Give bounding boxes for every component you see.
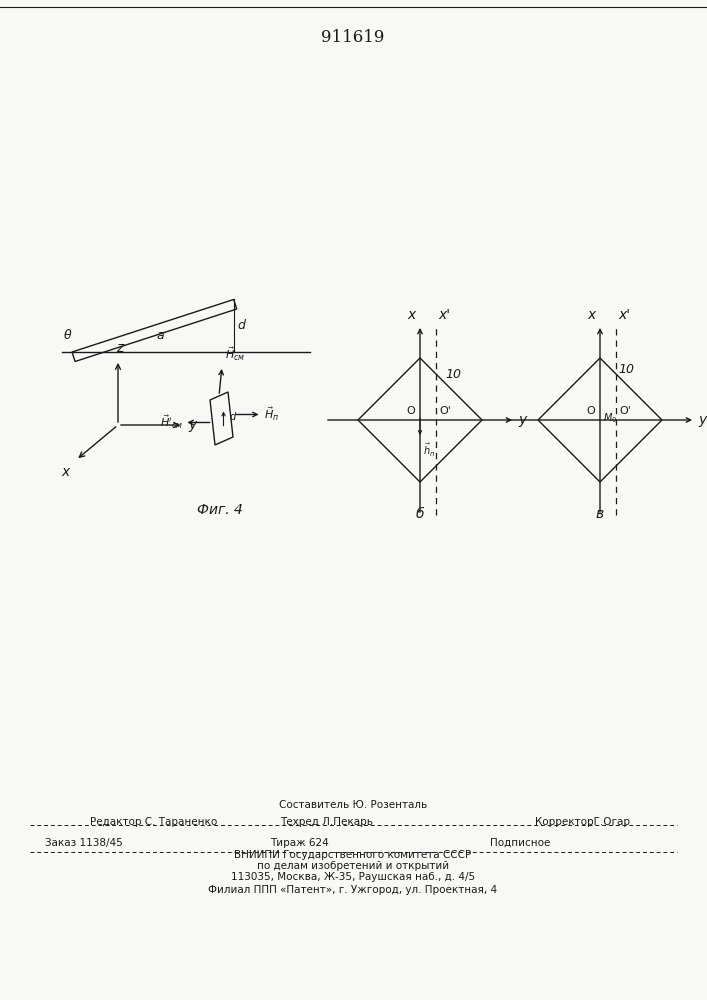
Text: 10: 10	[618, 363, 634, 376]
Text: x': x'	[618, 308, 630, 322]
Text: a: a	[156, 329, 164, 342]
Text: $\vec{H}'_{cм}$: $\vec{H}'_{cм}$	[160, 414, 182, 431]
Text: z: z	[117, 341, 124, 355]
Text: O: O	[407, 406, 415, 416]
Text: d: d	[238, 319, 245, 332]
Text: Редактор С. Тараненко: Редактор С. Тараненко	[90, 817, 217, 827]
Text: Фиг. 4: Фиг. 4	[197, 503, 243, 517]
Text: O': O'	[439, 406, 451, 416]
Text: Заказ 1138/45: Заказ 1138/45	[45, 838, 123, 848]
Text: $\vec{h}_п$: $\vec{h}_п$	[423, 442, 436, 459]
Text: ВНИИПИ Государственного комитета СССР: ВНИИПИ Государственного комитета СССР	[235, 850, 472, 860]
Text: КорректорГ.Огар: КорректорГ.Огар	[535, 817, 630, 827]
Text: x: x	[62, 465, 70, 479]
Text: d: d	[230, 412, 235, 422]
Text: x': x'	[438, 308, 450, 322]
Text: Техред Л.Пекарь: Техред Л.Пекарь	[280, 817, 373, 827]
Text: θ: θ	[64, 329, 71, 342]
Text: 10: 10	[445, 368, 461, 381]
Text: 113035, Москва, Ж-35, Раушская наб., д. 4/5: 113035, Москва, Ж-35, Раушская наб., д. …	[231, 872, 475, 882]
Text: Составитель Ю. Розенталь: Составитель Ю. Розенталь	[279, 800, 427, 810]
Text: б: б	[416, 507, 424, 521]
Text: x: x	[408, 308, 416, 322]
Text: $M_0$: $M_0$	[603, 411, 617, 425]
Text: по делам изобретений и открытий: по делам изобретений и открытий	[257, 861, 449, 871]
Text: $\vec{H}_{п}$: $\vec{H}_{п}$	[264, 406, 279, 423]
Text: в: в	[596, 507, 604, 521]
Text: x: x	[588, 308, 596, 322]
Text: y: y	[698, 413, 706, 427]
Text: y: y	[518, 413, 526, 427]
Text: 911619: 911619	[321, 29, 385, 46]
Text: y: y	[188, 418, 197, 432]
Text: O': O'	[619, 406, 631, 416]
Text: $\vec{H}_{cм}$: $\vec{H}_{cм}$	[225, 345, 245, 363]
Text: Филиал ППП «Патент», г. Ужгород, ул. Проектная, 4: Филиал ППП «Патент», г. Ужгород, ул. Про…	[209, 885, 498, 895]
Text: O: O	[586, 406, 595, 416]
Text: Тираж 624: Тираж 624	[270, 838, 329, 848]
Text: Подписное: Подписное	[490, 838, 550, 848]
